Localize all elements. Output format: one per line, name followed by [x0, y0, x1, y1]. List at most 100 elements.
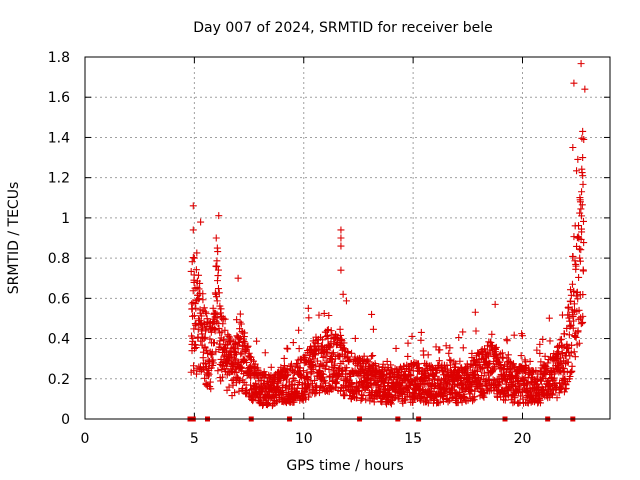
data-point — [208, 357, 216, 365]
data-point — [417, 328, 425, 336]
data-point — [577, 320, 585, 328]
data-point — [573, 167, 581, 175]
y-tick-label: 1.2 — [48, 171, 70, 187]
data-point — [562, 384, 570, 392]
data-point — [190, 254, 198, 262]
data-point — [545, 314, 553, 322]
x-tick-label: 5 — [190, 431, 199, 447]
data-point — [214, 266, 222, 274]
x-tick-label: 0 — [81, 431, 90, 447]
data-point — [299, 367, 307, 375]
data-point — [368, 310, 376, 318]
data-point — [458, 398, 466, 406]
data-point — [273, 382, 281, 390]
data-point — [301, 379, 309, 387]
chart-title: Day 007 of 2024, SRMTID for receiver bel… — [193, 20, 492, 36]
data-point — [213, 293, 221, 301]
data-point — [219, 346, 227, 354]
data-point — [425, 376, 433, 384]
data-point — [218, 328, 226, 336]
data-point — [537, 358, 545, 366]
data-point — [206, 378, 214, 386]
data-point — [203, 315, 211, 323]
y-axis-label: SRMTID / TECUs — [6, 182, 22, 295]
data-point — [217, 377, 225, 385]
data-point — [392, 344, 400, 352]
data-point — [575, 306, 583, 314]
data-point — [339, 290, 347, 298]
data-point — [207, 385, 215, 393]
data-point — [231, 348, 239, 356]
data-point — [212, 262, 220, 270]
data-point — [577, 246, 585, 254]
data-point — [199, 296, 207, 304]
data-point — [533, 346, 541, 354]
data-point — [234, 274, 242, 282]
data-point — [461, 393, 469, 401]
data-point — [290, 368, 298, 376]
data-point — [499, 365, 507, 373]
data-point — [563, 324, 571, 332]
data-point — [348, 349, 356, 357]
data-point — [215, 324, 223, 332]
data-point — [580, 239, 588, 247]
data-point — [362, 396, 370, 404]
data-point — [553, 394, 561, 402]
data-point — [559, 364, 567, 372]
data-point — [456, 374, 464, 382]
data-point — [324, 334, 332, 342]
data-point — [579, 291, 587, 299]
y-tick-label: 1.4 — [48, 130, 70, 146]
data-point — [575, 245, 583, 253]
data-point — [305, 393, 313, 401]
data-point — [571, 353, 579, 361]
data-point — [251, 360, 259, 368]
tick-layer: 0 0.2 0.4 0.6 0.8 1 1.2 1.4 1.6 1.8 0 5 10 15 20 — [48, 50, 610, 447]
data-point — [319, 353, 327, 361]
data-point — [417, 397, 425, 405]
data-point — [511, 394, 519, 402]
data-point — [194, 325, 202, 333]
data-point — [200, 319, 208, 327]
y-tick-label: 0.4 — [48, 332, 70, 348]
data-point — [577, 60, 585, 68]
data-point — [579, 180, 587, 188]
data-point — [567, 349, 575, 357]
data-point — [436, 346, 444, 354]
data-point — [187, 267, 195, 275]
data-point — [576, 254, 584, 262]
data-point — [359, 356, 367, 364]
data-point — [571, 332, 579, 340]
data-point — [318, 361, 326, 369]
data-point — [328, 356, 336, 364]
data-point — [319, 336, 327, 344]
data-point — [578, 188, 586, 196]
data-point — [213, 244, 221, 252]
data-point — [192, 266, 200, 274]
data-point — [237, 320, 245, 328]
data-point — [213, 257, 221, 265]
data-point — [351, 334, 359, 342]
data-point — [241, 339, 249, 347]
data-point — [331, 362, 339, 370]
data-point — [199, 290, 207, 298]
data-point — [579, 172, 587, 180]
data-point — [477, 365, 485, 373]
data-point — [368, 361, 376, 369]
data-point — [225, 383, 233, 391]
data-point — [337, 234, 345, 242]
data-point — [263, 401, 271, 409]
data-point — [322, 362, 330, 370]
data-point — [304, 304, 312, 312]
data-point — [238, 364, 246, 372]
data-point — [344, 348, 352, 356]
data-point — [195, 285, 203, 293]
data-point — [498, 349, 506, 357]
data-point — [188, 258, 196, 266]
x-axis-label: GPS time / hours — [286, 458, 403, 474]
data-point — [324, 325, 332, 333]
data-point — [333, 375, 341, 383]
data-point — [322, 379, 330, 387]
data-point — [489, 366, 497, 374]
data-point — [215, 289, 223, 297]
